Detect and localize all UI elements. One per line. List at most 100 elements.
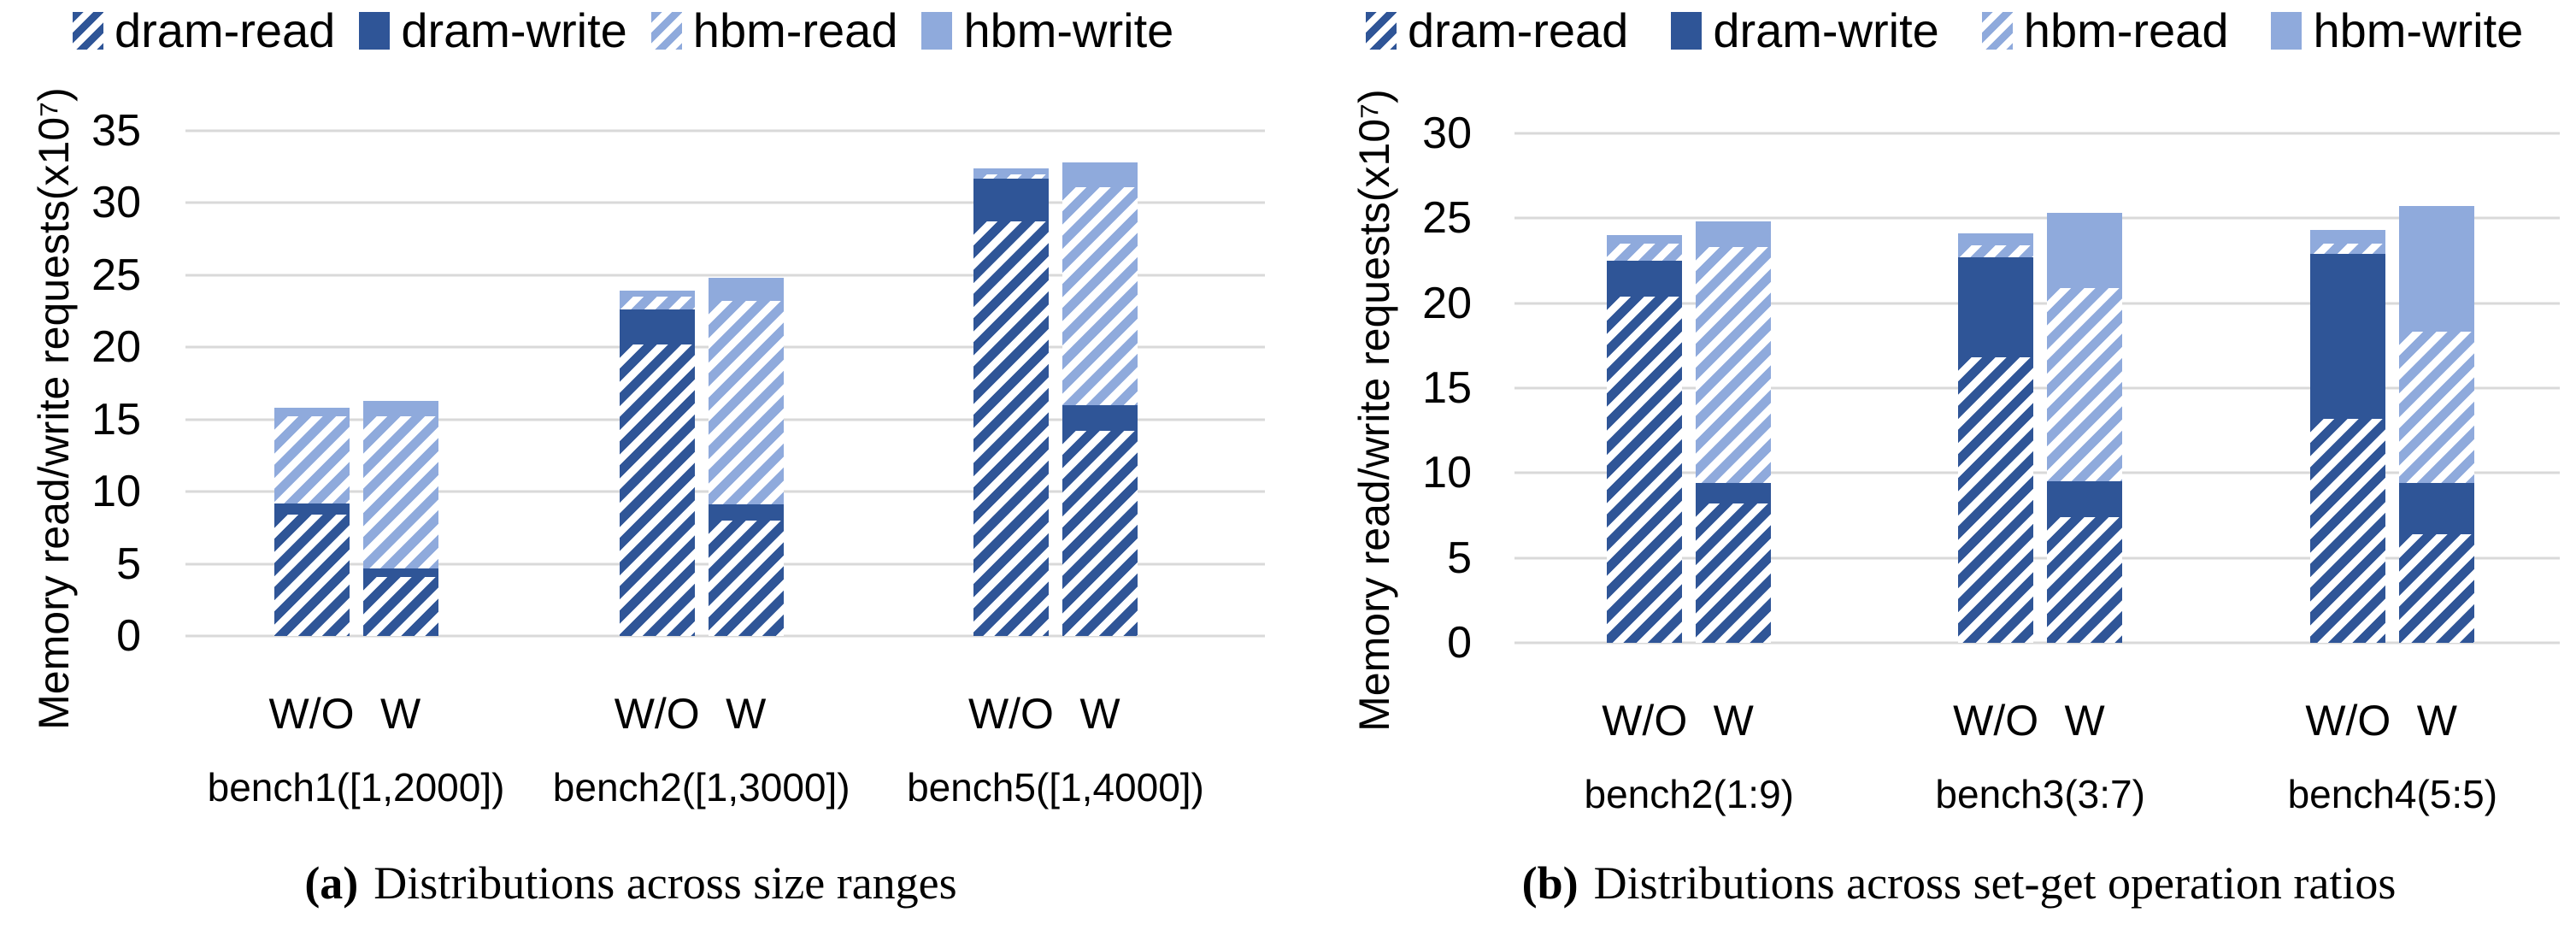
gridline-0 [185,634,1265,638]
stacked-bar-wo: W/O [968,168,1054,735]
legend-b: dram-read dram-write hbm-read hbm-write [1366,7,2523,55]
bar-segment-dram-read [1607,296,1683,643]
bar-segment-dram-write [619,309,695,344]
bar-segment-hbm-write [1696,221,1772,248]
bar-segment-hbm-read [1958,245,2034,258]
y-tick-label: 5 [1447,533,1472,583]
bar-segment-hbm-write [273,408,350,417]
x-tick-label: W [379,690,421,738]
bar-segment-hbm-write [2310,230,2386,244]
bar-segment-hbm-read [708,301,784,505]
bar-segment-dram-write [708,504,784,521]
hbm-read-swatch-icon [650,12,682,50]
bar-segment-dram-write [1607,260,1683,297]
legend-a: dram-read dram-write hbm-read hbm-write [73,7,1173,55]
x-tick-label: W/O [614,690,700,738]
group-label: bench2(1:9) [1584,772,1794,816]
caption-a: (a) Distributions across size ranges [161,857,1101,910]
y-tick-label: 35 [91,106,141,156]
bar-segment-dram-write [2047,481,2123,517]
dram-read-swatch-icon [1366,12,1397,50]
stacked-bar-wo: W/O [2305,230,2391,742]
legend-item-hbm-write: hbm-write [2271,7,2523,55]
caption-b-text: Distributions across set-get operation r… [1593,857,2397,909]
y-tick-label: 10 [1422,448,1472,498]
group-label: bench4(5:5) [2287,772,2498,816]
legend-label: dram-write [401,3,627,57]
gridline-5 [1514,556,2560,560]
dram-read-swatch-icon [73,12,103,50]
y-tick-labels-b: 0 5 10 15 20 25 30 [1378,111,1472,665]
bar-segment-hbm-write [2047,213,2123,288]
gridline-25 [1514,216,2560,220]
bar-segment-dram-read [2399,533,2475,643]
bar-segment-dram-read [708,520,784,636]
dram-write-swatch-icon [1671,12,1703,50]
gridline-25 [185,274,1265,277]
caption-a-text: Distributions across size ranges [373,857,957,909]
bar-segment-hbm-write [708,278,784,302]
bar-segment-dram-write [362,568,438,577]
legend-label: dram-read [115,3,336,57]
bar-segment-hbm-read [619,297,695,310]
bar-segment-dram-read [973,221,1049,636]
legend-item-dram-write: dram-write [1671,3,1939,57]
bar-segment-dram-read [1696,503,1772,643]
group-label: bench5([1,4000]) [907,765,1204,810]
x-tick-label: W/O [268,690,355,738]
gridline-30 [1514,132,2560,135]
bar-segment-dram-read [619,344,695,636]
legend-label: dram-read [1408,3,1629,57]
stacked-bar-w: W [362,400,438,735]
legend-item-dram-write: dram-write [359,3,627,57]
group-label: bench2([1,3000]) [552,765,850,810]
bar-segment-hbm-read [973,174,1049,179]
hbm-read-swatch-icon [1981,12,2013,50]
dram-write-swatch-icon [359,12,391,50]
bar-segment-hbm-write [1062,162,1138,187]
caption-b-label: (b) [1521,857,1579,909]
bar-segment-dram-read [273,515,350,636]
stacked-bar-w: W [1696,221,1772,742]
gridline-15 [1514,386,2560,390]
x-tick-label: W [2416,697,2457,745]
bar-segment-dram-write [2310,254,2386,419]
x-tick-label: W [1079,690,1120,738]
y-tick-label: 15 [91,394,141,445]
stacked-bar-wo: W/O [615,291,700,735]
legend-item-hbm-read: hbm-read [650,7,897,55]
bar-segment-hbm-write [362,400,438,417]
legend-label: dram-write [1713,3,1939,57]
legend-label: hbm-write [963,3,1174,57]
bar-segment-hbm-write [973,168,1049,174]
y-tick-label: 0 [116,611,141,661]
legend-label: hbm-write [2313,3,2524,57]
y-tick-label: 30 [1422,109,1472,158]
bar-segment-dram-write [973,178,1049,222]
x-tick-label: W/O [1602,697,1688,745]
bar-segment-hbm-read [362,416,438,568]
legend-item-hbm-write: hbm-write [921,7,1173,55]
bar-segment-dram-read [362,576,438,636]
y-tick-label: 25 [1422,193,1472,244]
bar-segment-hbm-read [1062,186,1138,405]
bar-segment-dram-write [1958,257,2034,358]
caption-a-label: (a) [304,857,359,909]
hbm-write-swatch-icon [2271,12,2303,50]
y-tick-label: 5 [116,539,141,589]
bar-segment-hbm-read [2310,244,2386,255]
y-tick-labels-a: 0 5 10 15 20 25 30 35 [50,109,141,658]
bar-segment-hbm-read [2047,287,2123,482]
bar-segment-hbm-read [2399,332,2475,484]
x-tick-label: W/O [967,690,1054,738]
stacked-bar-w: W [2399,206,2475,742]
y-tick-label: 0 [1447,618,1472,668]
